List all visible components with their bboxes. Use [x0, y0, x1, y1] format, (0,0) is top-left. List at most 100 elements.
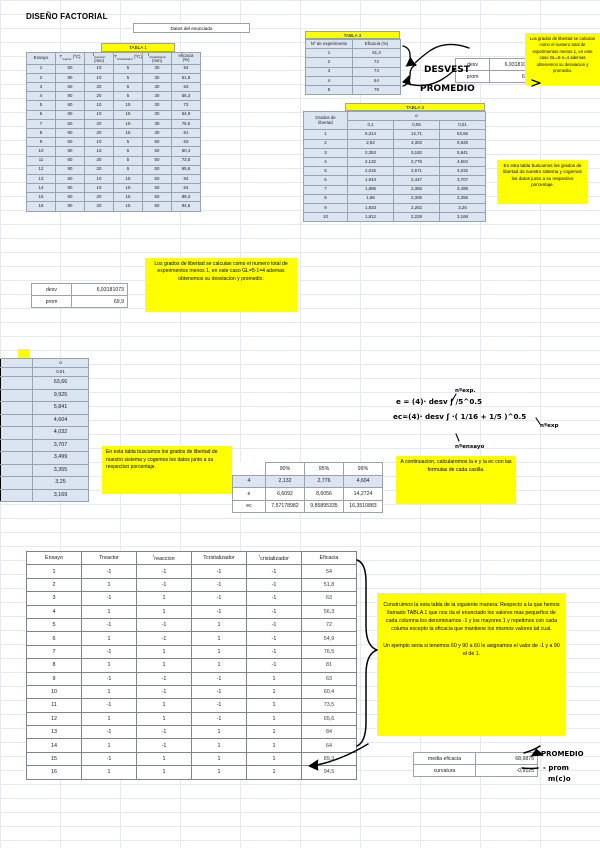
tabla1-cell-12-3: 15: [113, 173, 143, 185]
confidence-row-label-1: e: [232, 487, 266, 501]
design-cell-8-3: -1: [191, 671, 247, 686]
design-cell-8-4: 1: [246, 671, 302, 686]
crop-table-row: 9,925: [0, 388, 89, 403]
tabla1-cell-14-5: 89,3: [171, 192, 201, 203]
tabla1-cell-3-4: 30: [142, 91, 172, 102]
design-cell-3-0: 4: [26, 604, 82, 619]
tabla1-cell-9-2: 10: [84, 146, 114, 157]
tabla3-cell-0-2: 12,71: [393, 129, 440, 140]
design-table-row-8: 8 1 1 1 -1 81: [26, 658, 357, 673]
crop-table: α 0,01 63,66 9,925 5,841 4,604 4,032 3,707 3,4…: [0, 357, 89, 503]
tabla1-cell-11-0: 12: [26, 164, 56, 175]
tabla1-col-tcristalizador: Tcristalizador (ºC): [113, 52, 143, 65]
tabla2-row: 5 78: [305, 84, 401, 96]
design-cell-3-2: 1: [136, 604, 192, 619]
design-cell-4-5: 72: [301, 617, 357, 633]
tabla1-cell-8-1: 60: [55, 137, 85, 148]
crop-table-row: 5,841: [0, 401, 89, 415]
design-cell-10-2: 1: [136, 698, 192, 713]
design-cell-7-4: -1: [246, 658, 302, 673]
design-cell-12-4: 1: [246, 725, 302, 740]
design-cell-2-1: -1: [81, 591, 137, 606]
design-cell-13-2: -1: [136, 738, 192, 753]
design-cell-1-2: -1: [136, 577, 192, 593]
tabla1-cell-12-1: 60: [55, 173, 85, 185]
tabla3-cell-5-1: 1,943: [347, 175, 394, 186]
tabla1-cell-5-4: 30: [142, 109, 172, 120]
design-cell-0-0: 1: [26, 564, 82, 579]
crop-table-hidden-cell-1: [0, 388, 33, 403]
crop-table-row: 3,355: [0, 463, 89, 478]
crop-table-alpha-symbol: α: [32, 357, 89, 369]
design-cell-5-4: -1: [246, 631, 302, 646]
tabla1-col-treactor: Treactor (ºC): [55, 52, 85, 65]
stats-box-right-key-1: prom: [455, 70, 490, 83]
tabla1-cell-9-3: 5: [113, 146, 143, 157]
design-cell-3-1: 1: [81, 604, 137, 619]
tabla3-cell-3-1: 2,132: [347, 156, 394, 168]
crop-table-value-3: 4,604: [32, 413, 89, 428]
tabla1-col-ensayo: Ensayo: [26, 52, 56, 65]
design-cell-11-2: 1: [136, 711, 192, 727]
handwriting-formula-e: e = (4)· desv ʃ /5^0.5: [396, 397, 482, 406]
results-box-value-1: -0,9125: [475, 764, 538, 777]
tabla1-cell-11-1: 90: [55, 164, 85, 175]
tabla1-cell-13-1: 90: [55, 183, 85, 194]
tabla2-cell-3-0: 4: [305, 75, 353, 86]
crop-table-hidden-cell-6: [0, 451, 33, 465]
tabla1-cell-3-1: 90: [55, 91, 85, 102]
design-cell-14-5: 89,3: [301, 751, 357, 767]
tabla3-alpha-values-row: 0,1 0,05 0,01: [304, 120, 487, 131]
design-cell-9-0: 10: [26, 684, 82, 700]
tabla1-cell-13-5: 64: [171, 183, 201, 194]
tabla2-col-experimento: Nº de experimento: [305, 38, 353, 50]
design-cell-1-4: -1: [246, 577, 302, 593]
crop-table-col-0-01: 0,01: [32, 367, 89, 378]
design-cell-15-5: 94,5: [301, 765, 357, 780]
design-cell-10-1: -1: [81, 698, 137, 713]
tabla2-cell-0-0: 1: [305, 48, 353, 59]
tabla1-cell-8-5: 63: [171, 137, 201, 148]
tabla1-col-tcristalizacion: tcristalizacion (min): [142, 52, 172, 65]
tabla1-row: 1 60 10 5 30 54: [26, 63, 201, 74]
tabla3-cell-6-0: 7: [303, 184, 348, 195]
tabla1-cell-2-3: 5: [113, 82, 143, 93]
tabla1-cell-14-0: 15: [26, 192, 56, 203]
stats-box-key-0: desv: [31, 283, 72, 296]
tabla1-cell-3-2: 20: [84, 91, 114, 102]
crop-table-hidden-cell-7: [0, 463, 33, 478]
design-cell-5-0: 6: [26, 631, 82, 646]
note-formulas: A continuacion, calcularemos la e y la e…: [396, 456, 516, 504]
crop-table-hidden-cell-0: [0, 376, 33, 390]
design-cell-11-1: 1: [81, 711, 137, 727]
tabla3-cell-0-1: 6,314: [347, 129, 394, 140]
design-cell-4-0: 5: [26, 617, 82, 633]
tabla1-cell-8-3: 5: [113, 137, 143, 148]
confidence-row-4: 4 2,132 2,776 4,604: [232, 474, 383, 488]
design-cell-4-3: 1: [191, 617, 247, 633]
tabla1-cell-10-5: 73,5: [171, 155, 201, 166]
crop-table-value-7: 3,355: [32, 463, 89, 478]
tabla3-corner-label: Grados de libertad: [303, 110, 348, 131]
tabla1-cell-14-3: 15: [113, 192, 143, 203]
tabla2: Nº de experimento Eficacia (%) 1 61,3 2 72 3…: [305, 38, 401, 96]
tabla1-cell-6-3: 15: [113, 118, 143, 129]
tabla2-cell-0-1: 61,3: [352, 48, 401, 59]
design-table-row-6: 6 1 -1 1 -1 54,9: [26, 631, 357, 646]
note-grados-libertad-right: Los grados de libertad se calculan como …: [525, 33, 600, 85]
design-cell-2-2: 1: [136, 591, 192, 606]
tabla3-cell-1-0: 2: [303, 138, 348, 149]
tabla2-row: 2 72: [305, 57, 401, 68]
design-table-row-15: 15 -1 1 1 1 89,3: [26, 751, 357, 767]
page-title: DISEÑO FACTORIAL: [26, 12, 108, 21]
confidence-col-99: 99%: [343, 462, 383, 476]
tabla1-cell-4-2: 10: [84, 100, 114, 111]
tabla3-cell-1-3: 9,925: [438, 138, 487, 149]
tabla1-cell-0-5: 54: [171, 63, 201, 74]
confidence-corner: [233, 463, 266, 476]
design-cell-3-5: 56,3: [301, 604, 357, 619]
design-cell-8-0: 9: [26, 671, 82, 686]
tabla1-row: 10 90 10 5 50 60,4: [26, 146, 201, 157]
design-cell-10-0: 11: [26, 698, 82, 713]
